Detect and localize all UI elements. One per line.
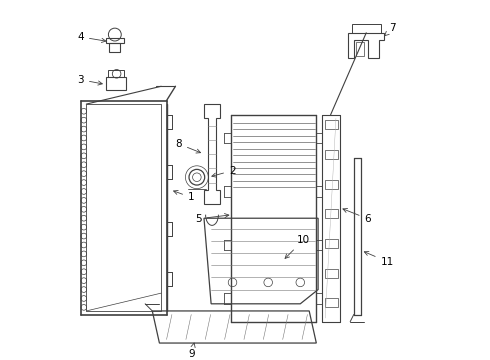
Text: 3: 3 xyxy=(77,75,102,85)
Bar xyxy=(325,209,338,218)
Bar xyxy=(108,70,124,77)
Text: 5: 5 xyxy=(195,213,229,224)
Bar xyxy=(106,38,124,44)
Bar xyxy=(86,104,161,311)
Text: 4: 4 xyxy=(77,32,106,42)
Bar xyxy=(325,180,338,189)
Bar xyxy=(106,77,125,90)
Text: 11: 11 xyxy=(364,252,394,267)
Bar xyxy=(356,42,365,56)
Text: 9: 9 xyxy=(188,343,195,359)
Bar xyxy=(109,44,120,53)
Bar xyxy=(352,24,381,33)
Text: 6: 6 xyxy=(343,208,371,224)
Text: 7: 7 xyxy=(385,23,396,36)
Text: 1: 1 xyxy=(173,190,195,202)
Text: 10: 10 xyxy=(285,235,310,258)
Bar xyxy=(325,150,338,159)
Text: 8: 8 xyxy=(175,139,200,153)
Bar xyxy=(325,239,338,248)
Bar xyxy=(325,120,338,129)
Text: 2: 2 xyxy=(212,166,236,177)
Bar xyxy=(325,269,338,278)
Bar xyxy=(325,298,338,307)
